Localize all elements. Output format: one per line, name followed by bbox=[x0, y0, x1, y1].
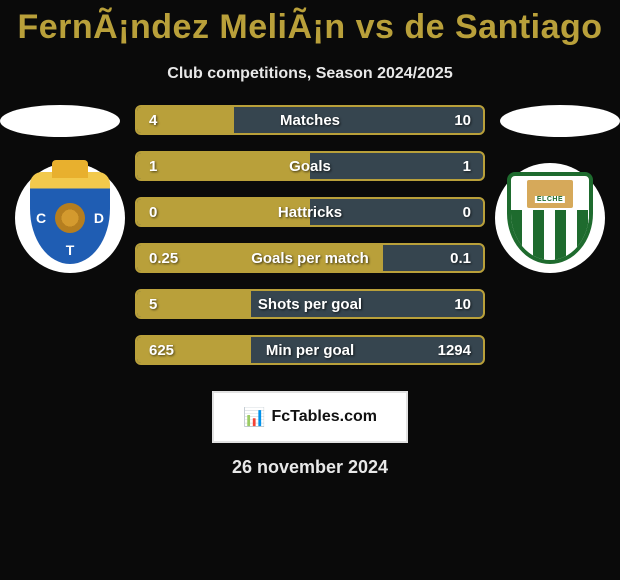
chart-icon: 📊 bbox=[243, 407, 265, 428]
comparison-area: C D T ELCHE 4Matches101Goals10Hattricks0… bbox=[0, 105, 620, 385]
stat-left-value: 4 bbox=[149, 112, 157, 129]
stat-label: Goals per match bbox=[251, 250, 369, 267]
left-ellipse-decor bbox=[0, 105, 120, 137]
subtitle: Club competitions, Season 2024/2025 bbox=[0, 65, 620, 83]
brand-box[interactable]: 📊 FcTables.com bbox=[212, 391, 408, 443]
stat-right-value: 10 bbox=[454, 296, 471, 313]
stat-row: 1 Goals 1 bbox=[135, 151, 485, 181]
stat-left-value: 5 bbox=[149, 296, 157, 313]
tenerife-shield-icon: C D T bbox=[30, 172, 110, 264]
stat-left-value: 0 bbox=[149, 204, 157, 221]
stat-row: 4 Matches 10 bbox=[135, 105, 485, 135]
stat-row: 0 Hattricks 0 bbox=[135, 197, 485, 227]
stat-row: 5 Shots per goal 10 bbox=[135, 289, 485, 319]
right-ellipse-decor bbox=[500, 105, 620, 137]
elche-shield-icon: ELCHE bbox=[507, 172, 593, 264]
stat-label: Matches bbox=[280, 112, 340, 129]
date-text: 26 november 2024 bbox=[0, 457, 620, 478]
stat-left-value: 0.25 bbox=[149, 250, 178, 267]
stat-right-value: 10 bbox=[454, 112, 471, 129]
left-club-crest: C D T bbox=[15, 163, 125, 273]
page-title: FernÃ¡ndez MeliÃ¡n vs de Santiago bbox=[0, 0, 620, 47]
right-club-crest: ELCHE bbox=[495, 163, 605, 273]
stat-label: Min per goal bbox=[266, 342, 354, 359]
brand-text: FcTables.com bbox=[271, 408, 377, 426]
stat-label: Hattricks bbox=[278, 204, 342, 221]
stat-label: Goals bbox=[289, 158, 331, 175]
stat-row: 625 Min per goal 1294 bbox=[135, 335, 485, 365]
stat-right-value: 1294 bbox=[438, 342, 471, 359]
stat-label: Shots per goal bbox=[258, 296, 362, 313]
stat-right-value: 0.1 bbox=[450, 250, 471, 267]
stat-right-value: 1 bbox=[463, 158, 471, 175]
stat-row: 0.25 Goals per match 0.1 bbox=[135, 243, 485, 273]
stat-left-value: 1 bbox=[149, 158, 157, 175]
stat-left-fill bbox=[137, 153, 310, 179]
stat-right-value: 0 bbox=[463, 204, 471, 221]
stat-left-value: 625 bbox=[149, 342, 174, 359]
stat-bars: 4Matches101Goals10Hattricks00.25Goals pe… bbox=[135, 105, 485, 381]
